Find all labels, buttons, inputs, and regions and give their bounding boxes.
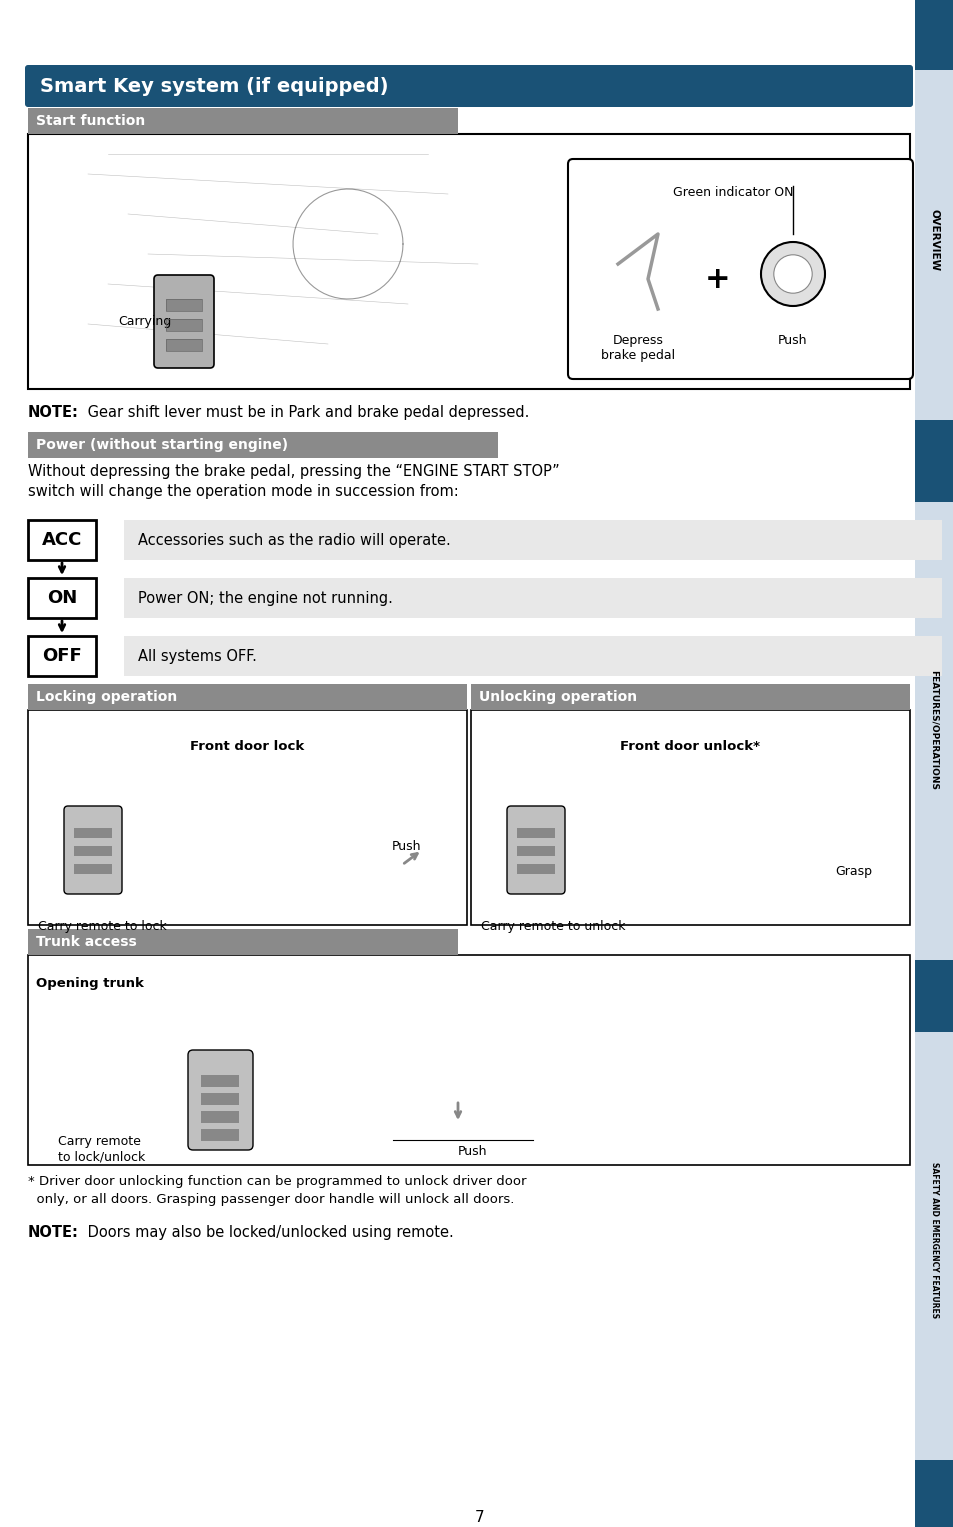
Text: Locking operation: Locking operation [36, 690, 177, 704]
Circle shape [760, 241, 824, 305]
Text: Carry remote to unlock: Carry remote to unlock [480, 919, 625, 933]
Bar [28, 637, 96, 676]
Text: Front door lock: Front door lock [191, 741, 304, 753]
Text: NOTE:: NOTE: [28, 1225, 79, 1240]
Bar [471, 710, 909, 925]
Text: Carrying: Carrying [118, 315, 172, 328]
Text: NOTE:: NOTE: [28, 405, 79, 420]
Bar [74, 864, 112, 873]
Text: Trunk access: Trunk access [36, 935, 136, 948]
Text: All systems OFF.: All systems OFF. [138, 649, 256, 664]
Bar [166, 339, 202, 351]
Text: Unlocking operation: Unlocking operation [478, 690, 637, 704]
FancyBboxPatch shape [153, 275, 213, 368]
Text: Push: Push [457, 1145, 487, 1157]
Text: Green indicator ON: Green indicator ON [672, 186, 793, 199]
Text: SAFETY AND EMERGENCY FEATURES: SAFETY AND EMERGENCY FEATURES [929, 1162, 938, 1318]
Bar [517, 828, 555, 838]
Bar [28, 432, 497, 458]
Text: Front door unlock*: Front door unlock* [619, 741, 760, 753]
Bar [33, 139, 553, 383]
FancyBboxPatch shape [188, 1051, 253, 1150]
Bar [914, 490, 953, 499]
Text: Power (without starting engine): Power (without starting engine) [36, 438, 288, 452]
Bar [166, 299, 202, 312]
Text: Doors may also be locked/unlocked using remote.: Doors may also be locked/unlocked using … [83, 1225, 454, 1240]
Text: Push: Push [778, 334, 807, 347]
Text: Start function: Start function [36, 115, 145, 128]
Bar [124, 521, 941, 560]
Circle shape [773, 255, 811, 293]
Text: OVERVIEW: OVERVIEW [928, 209, 939, 272]
Text: Opening trunk: Opening trunk [36, 977, 144, 989]
Bar [166, 319, 202, 331]
Bar [914, 1019, 953, 1032]
Bar [28, 134, 909, 389]
Text: Carry remote to lock: Carry remote to lock [38, 919, 167, 933]
Text: +: + [704, 264, 730, 293]
Text: Carry remote
to lock/unlock: Carry remote to lock/unlock [58, 1135, 145, 1164]
Bar [166, 299, 202, 312]
Bar [201, 1093, 239, 1106]
Bar [517, 846, 555, 857]
Text: Smart Key system (if equipped): Smart Key system (if equipped) [40, 76, 388, 96]
Bar [74, 828, 112, 838]
Text: ACC: ACC [42, 531, 82, 550]
FancyBboxPatch shape [25, 66, 912, 107]
Bar [914, 499, 953, 960]
Bar [914, 1031, 953, 1460]
Text: OFF: OFF [42, 647, 82, 664]
Text: Accessories such as the radio will operate.: Accessories such as the radio will opera… [138, 533, 450, 548]
Bar [166, 319, 202, 331]
Text: only, or all doors. Grasping passenger door handle will unlock all doors.: only, or all doors. Grasping passenger d… [28, 1193, 514, 1206]
Text: Push: Push [392, 840, 421, 854]
Bar [201, 1112, 239, 1122]
Text: * Driver door unlocking function can be programmed to unlock driver door: * Driver door unlocking function can be … [28, 1174, 526, 1188]
Bar [74, 846, 112, 857]
Bar [471, 684, 909, 710]
Bar [914, 1020, 953, 1031]
FancyBboxPatch shape [506, 806, 564, 893]
Text: Grasp: Grasp [834, 864, 871, 878]
Text: Gear shift lever must be in Park and brake pedal depressed.: Gear shift lever must be in Park and bra… [83, 405, 529, 420]
Bar [166, 339, 202, 351]
Text: Depress
brake pedal: Depress brake pedal [600, 334, 675, 362]
FancyBboxPatch shape [64, 806, 122, 893]
Bar [201, 1075, 239, 1087]
Bar [201, 1128, 239, 1141]
Bar [28, 521, 96, 560]
Text: Power ON; the engine not running.: Power ON; the engine not running. [138, 591, 393, 606]
Text: FEATURES/OPERATIONS: FEATURES/OPERATIONS [929, 670, 938, 789]
Text: Without depressing the brake pedal, pressing the “ENGINE START STOP”
switch will: Without depressing the brake pedal, pres… [28, 464, 559, 499]
Bar [517, 864, 555, 873]
Bar [28, 954, 909, 1165]
Bar [914, 489, 953, 502]
Bar [124, 579, 941, 618]
Bar [124, 637, 941, 676]
Bar [28, 710, 467, 925]
Bar [28, 684, 467, 710]
Bar [28, 108, 457, 134]
Bar [914, 70, 953, 420]
FancyBboxPatch shape [567, 159, 912, 379]
Bar [28, 928, 457, 954]
Bar [914, 0, 953, 1527]
Bar [28, 579, 96, 618]
Text: 7: 7 [475, 1510, 484, 1525]
Text: ON: ON [47, 589, 77, 608]
